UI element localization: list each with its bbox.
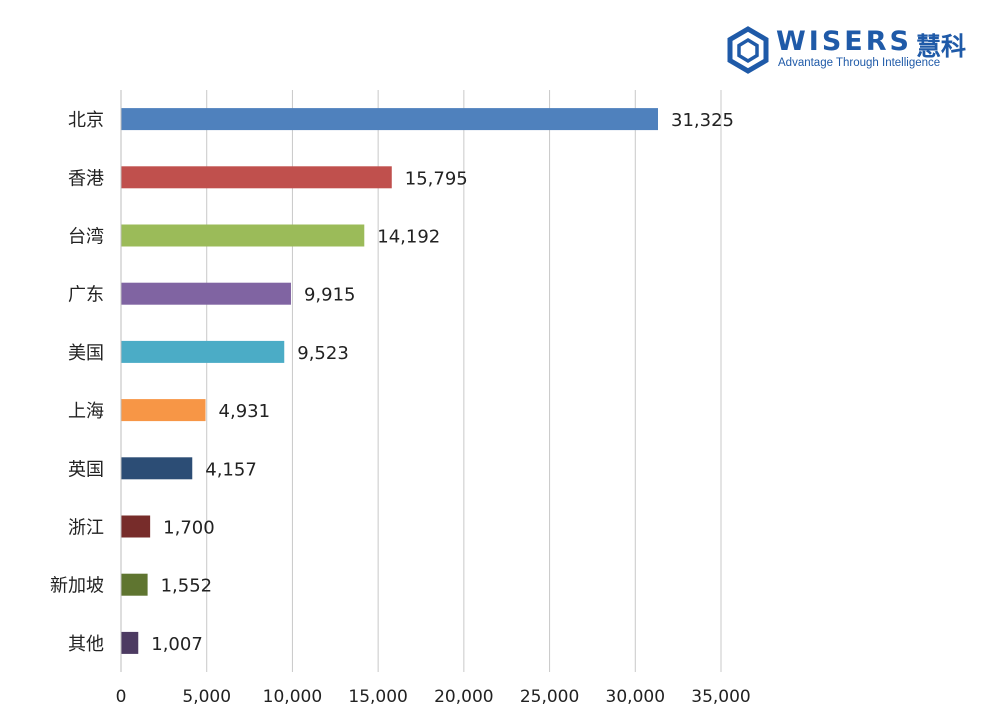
bar — [121, 224, 365, 247]
bar — [121, 166, 392, 189]
logo-tagline: Advantage Through Intelligence — [778, 57, 941, 69]
logo-name-cn: 慧科 — [916, 32, 967, 61]
bar — [121, 573, 148, 596]
value-label: 31,325 — [671, 110, 734, 131]
x-tick-label: 25,000 — [520, 687, 579, 707]
value-label: 1,552 — [161, 576, 213, 597]
category-label: 美国 — [68, 343, 104, 364]
value-label: 9,915 — [304, 285, 356, 306]
category-label: 上海 — [68, 401, 104, 422]
bar — [121, 399, 206, 422]
category-label: 新加坡 — [50, 576, 104, 597]
x-tick-label: 5,000 — [182, 687, 231, 707]
bar — [121, 457, 193, 480]
value-label: 1,007 — [151, 634, 203, 655]
x-tick-label: 35,000 — [691, 687, 750, 707]
value-labels: 31,325 15,795 14,192 9,915 9,523 4,931 4,157 1,… — [151, 110, 734, 655]
category-label: 北京 — [68, 110, 104, 131]
bar — [121, 631, 139, 654]
bars — [121, 108, 658, 654]
bar — [121, 108, 658, 131]
x-tick-label: 10,000 — [263, 687, 322, 707]
value-label: 4,157 — [205, 459, 257, 480]
x-tick-label: 0 — [116, 687, 127, 707]
x-tick-label: 15,000 — [348, 687, 407, 707]
category-label: 浙江 — [68, 518, 104, 539]
bar — [121, 515, 151, 538]
category-label: 香港 — [68, 168, 104, 189]
x-tick-labels: 0 5,000 10,000 15,000 20,000 25,000 30,000 35,0… — [116, 687, 751, 707]
logo-name: WISERS — [776, 26, 912, 57]
value-label: 14,192 — [377, 227, 440, 248]
bar — [121, 340, 285, 363]
hexagon-logo-icon — [727, 26, 769, 74]
x-tick-label: 30,000 — [606, 687, 665, 707]
value-label: 15,795 — [405, 168, 468, 189]
category-label: 英国 — [68, 459, 104, 480]
category-label: 台湾 — [68, 227, 104, 248]
x-tick-label: 20,000 — [434, 687, 493, 707]
bar — [121, 282, 291, 305]
category-label: 广东 — [68, 285, 104, 306]
value-label: 1,700 — [163, 518, 215, 539]
category-label: 其他 — [68, 634, 104, 655]
value-label: 9,523 — [297, 343, 349, 364]
value-label: 4,931 — [219, 401, 271, 422]
wisers-logo: WISERS 慧科 Advantage Through Intelligence — [726, 26, 976, 76]
